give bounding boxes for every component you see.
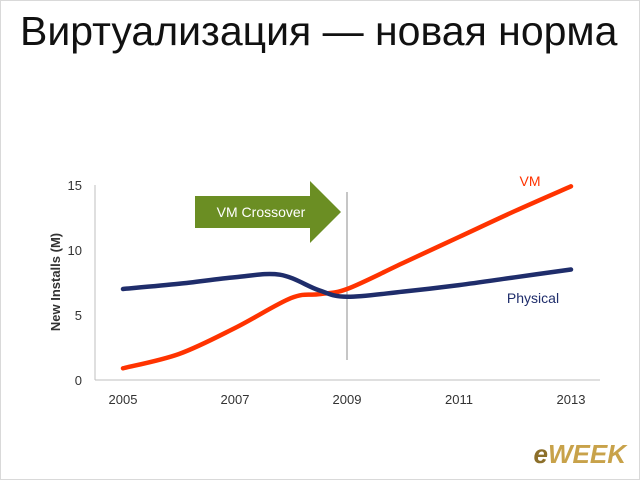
crossover-arrow [195, 181, 341, 243]
y-tick-label: 0 [75, 373, 82, 388]
series-line-physical [120, 267, 574, 300]
x-tick-label: 2009 [333, 392, 362, 407]
y-tick-label: 15 [68, 178, 82, 193]
y-tick-label: 10 [68, 243, 82, 258]
x-tick-label: 2007 [221, 392, 250, 407]
y-tick-label: 5 [75, 308, 82, 323]
crossover-label: VM Crossover [217, 204, 306, 220]
series-label-vm: VM [520, 173, 541, 189]
series-label-physical: Physical [507, 290, 559, 306]
x-tick-label: 2011 [445, 392, 473, 407]
eweek-logo: eWEEK [533, 439, 626, 469]
slide-title: Виртуализация — новая норма [20, 8, 618, 54]
x-tick-label: 2013 [557, 392, 586, 407]
x-tick-label: 2005 [109, 392, 138, 407]
y-axis-label: New Installs (M) [48, 233, 63, 331]
